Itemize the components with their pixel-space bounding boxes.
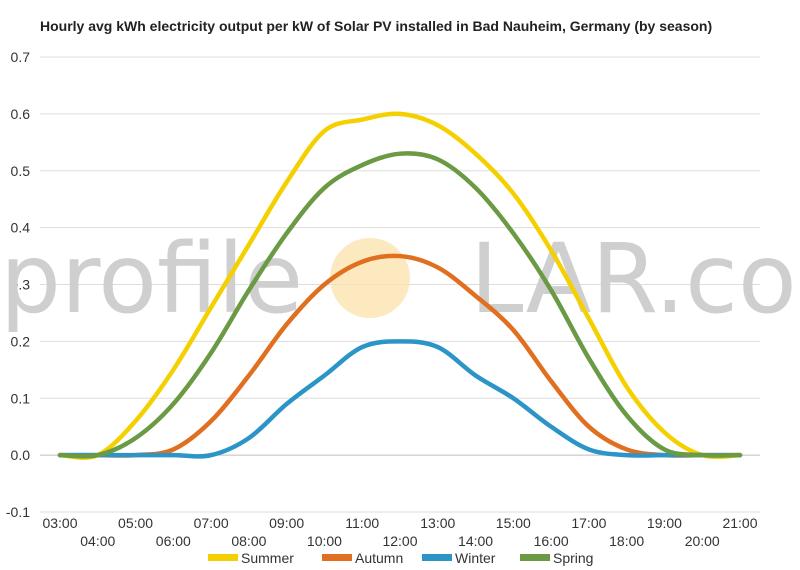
x-tick-label: 05:00	[118, 515, 153, 531]
x-tick-label: 12:00	[382, 533, 417, 549]
x-tick-label: 03:00	[42, 515, 77, 531]
y-tick-label: 0.4	[11, 220, 31, 236]
y-tick-label: 0.5	[11, 163, 31, 179]
series-line-autumn	[57, 253, 743, 458]
y-tick-label: 0.6	[11, 106, 31, 122]
x-tick-label: 10:00	[307, 533, 342, 549]
legend-swatch	[322, 554, 352, 561]
chart-title: Hourly avg kWh electricity output per kW…	[40, 18, 713, 34]
x-tick-label: 19:00	[647, 515, 682, 531]
legend-swatch	[422, 554, 452, 561]
x-tick-label: 15:00	[496, 515, 531, 531]
x-tick-label: 13:00	[420, 515, 455, 531]
y-tick-label: 0.7	[11, 49, 31, 65]
watermark-sun-icon	[330, 238, 410, 318]
legend-label: Autumn	[355, 550, 403, 566]
series-line-spring	[57, 151, 743, 459]
x-tick-label: 07:00	[194, 515, 229, 531]
y-tick-label: 0.0	[11, 447, 31, 463]
x-tick-label: 08:00	[231, 533, 266, 549]
legend-swatch	[208, 554, 238, 561]
y-tick-label: 0.1	[11, 390, 31, 406]
series-line-winter	[57, 339, 743, 459]
y-tick-label: 0.3	[11, 277, 31, 293]
x-tick-label: 21:00	[722, 515, 757, 531]
x-tick-label: 17:00	[571, 515, 606, 531]
x-tick-label: 16:00	[534, 533, 569, 549]
x-tick-label: 09:00	[269, 515, 304, 531]
legend-label: Spring	[553, 550, 593, 566]
y-tick-label: 0.2	[11, 333, 31, 349]
x-tick-label: 11:00	[345, 515, 379, 531]
x-tick-label: 20:00	[685, 533, 720, 549]
x-tick-label: 14:00	[458, 533, 493, 549]
series-line-summer	[57, 111, 743, 460]
y-tick-label: -0.1	[6, 504, 30, 520]
legend-label: Winter	[455, 550, 496, 566]
x-tick-label: 18:00	[609, 533, 644, 549]
legend-label: Summer	[241, 550, 294, 566]
x-tick-label: 04:00	[80, 533, 115, 549]
legend-swatch	[520, 554, 550, 561]
x-tick-label: 06:00	[156, 533, 191, 549]
watermark-text: LAR.com	[470, 223, 800, 335]
